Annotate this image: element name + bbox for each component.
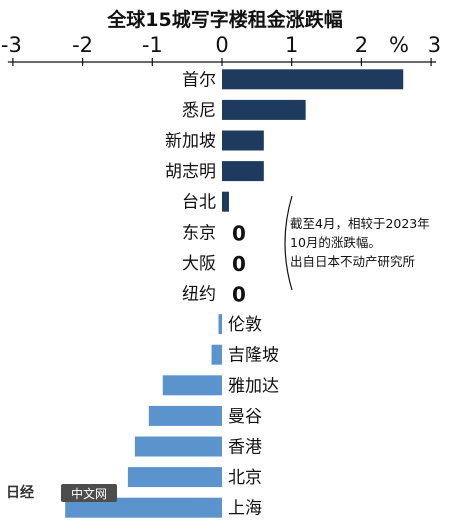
watermark-badge (61, 484, 117, 502)
tick-label--2: -2 (72, 33, 93, 57)
bar-悉尼 (222, 99, 306, 120)
bar-胡志明 (222, 161, 264, 182)
bar-新加坡 (222, 130, 264, 151)
bar-伦敦 (218, 314, 222, 335)
tick-label-0: 0 (215, 33, 228, 57)
zero-label-大阪: 0 (232, 252, 246, 276)
note-line-2: 10月的涨跌幅。 (290, 235, 381, 250)
category-label-吉隆坡: 吉隆坡 (228, 346, 279, 366)
tick-label-3: 3 (428, 33, 441, 57)
category-label-上海: 上海 (228, 499, 262, 519)
bar-香港 (134, 436, 222, 457)
watermark-text: 中文网 (71, 486, 107, 501)
zero-label-东京: 0 (232, 221, 246, 245)
zero-label-纽约: 0 (232, 283, 246, 307)
category-label-香港: 香港 (228, 438, 262, 458)
annotation-note: 截至4月，相较于2023年 10月的涨跌幅。出自日本不动产研究所 (284, 195, 430, 291)
category-label-新加坡: 新加坡 (165, 132, 216, 152)
bar-曼谷 (148, 405, 222, 426)
category-label-雅加达: 雅加达 (228, 376, 279, 396)
bar-北京 (127, 467, 222, 488)
category-label-胡志明: 胡志明 (165, 162, 216, 182)
category-label-首尔: 首尔 (182, 70, 216, 90)
category-label-大阪: 大阪 (182, 254, 216, 274)
note-bracket (284, 195, 293, 291)
tick-label--3: -3 (1, 33, 22, 57)
category-label-伦敦: 伦敦 (228, 315, 262, 335)
zero-value-labels: 0 0 0 (232, 221, 246, 306)
category-label-曼谷: 曼谷 (228, 407, 262, 427)
tick-label--1: -1 (142, 33, 163, 57)
bar-台北 (222, 191, 229, 212)
watermark: 日经 中文网 (6, 484, 117, 502)
tick-label-2: 2 (355, 33, 368, 57)
bar-首尔 (222, 69, 404, 90)
tick-label-1: 1 (285, 33, 298, 57)
bar-上海 (65, 497, 222, 518)
watermark-logo: 日经 (6, 484, 34, 501)
bar-吉隆坡 (211, 344, 222, 365)
category-label-北京: 北京 (228, 468, 262, 488)
x-axis: -3 -2 -1 0 1 2 3% (1, 33, 441, 66)
chart-title: 全球15城写字楼租金涨跌幅 (106, 8, 342, 31)
note-line-1: 截至4月，相较于2023年 (290, 216, 430, 231)
category-label-东京: 东京 (182, 223, 216, 243)
bar-雅加达 (162, 375, 222, 396)
note-line-3: 出自日本不动产研究所 (290, 254, 415, 269)
unit-label: % (389, 33, 409, 57)
category-label-台北: 台北 (182, 193, 216, 213)
category-label-纽约: 纽约 (182, 285, 216, 305)
category-label-悉尼: 悉尼 (182, 101, 216, 121)
bars (65, 69, 404, 518)
